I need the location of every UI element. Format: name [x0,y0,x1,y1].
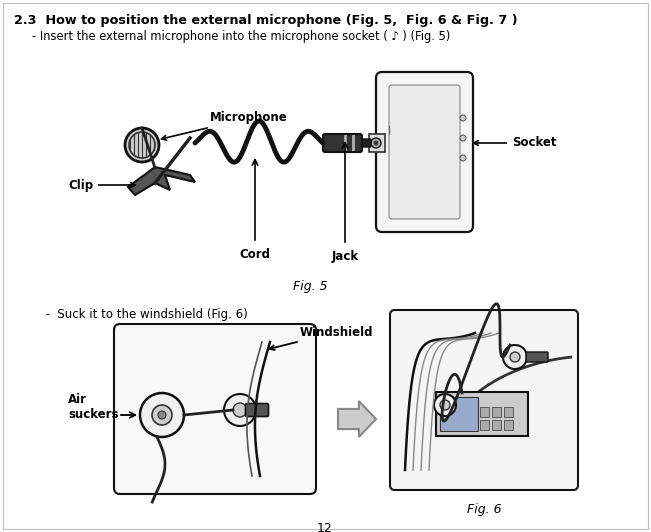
FancyBboxPatch shape [376,72,473,232]
Circle shape [503,345,527,369]
Circle shape [374,141,378,145]
Text: Cord: Cord [240,248,271,261]
Text: Microphone: Microphone [161,112,288,140]
Text: 12: 12 [317,522,333,532]
Circle shape [140,393,184,437]
Bar [492,407,501,417]
Bar [480,420,489,430]
Text: Jack: Jack [331,250,359,263]
Bar [480,407,489,417]
Circle shape [460,155,466,161]
Bar [344,135,347,151]
FancyBboxPatch shape [245,403,268,417]
Bar [505,420,513,430]
Text: /: / [387,126,393,136]
Circle shape [460,115,466,121]
Text: Fig. 5: Fig. 5 [293,280,327,293]
FancyBboxPatch shape [390,310,578,490]
Polygon shape [128,167,195,195]
Circle shape [434,394,456,416]
Text: -  Suck it to the windshield (Fig. 6): - Suck it to the windshield (Fig. 6) [38,308,248,321]
Circle shape [158,411,166,419]
FancyBboxPatch shape [369,134,385,152]
Circle shape [233,403,247,417]
Bar [492,420,501,430]
Text: Clip: Clip [68,179,135,192]
Circle shape [460,135,466,141]
Circle shape [152,405,172,425]
FancyBboxPatch shape [389,85,460,219]
Circle shape [224,394,256,426]
Text: 2.3  How to position the external microphone (Fig. 5,  Fig. 6 & Fig. 7 ): 2.3 How to position the external microph… [14,14,518,27]
Text: Fig. 6: Fig. 6 [467,503,501,516]
Bar [440,397,478,431]
Text: - Insert the external microphone into the microphone socket ( ♪ ) (Fig. 5): - Insert the external microphone into th… [14,30,450,43]
FancyBboxPatch shape [436,392,528,436]
Polygon shape [338,401,376,437]
FancyBboxPatch shape [526,352,548,362]
Bar [505,407,513,417]
FancyBboxPatch shape [114,324,316,494]
Circle shape [440,400,450,410]
Circle shape [510,352,520,362]
Text: Air
suckers: Air suckers [68,393,118,421]
Circle shape [125,128,159,162]
Text: Windshield: Windshield [270,326,374,350]
Text: Socket: Socket [474,137,557,149]
Bar [352,135,355,151]
FancyBboxPatch shape [357,139,371,147]
Circle shape [371,138,381,148]
FancyBboxPatch shape [323,134,362,152]
